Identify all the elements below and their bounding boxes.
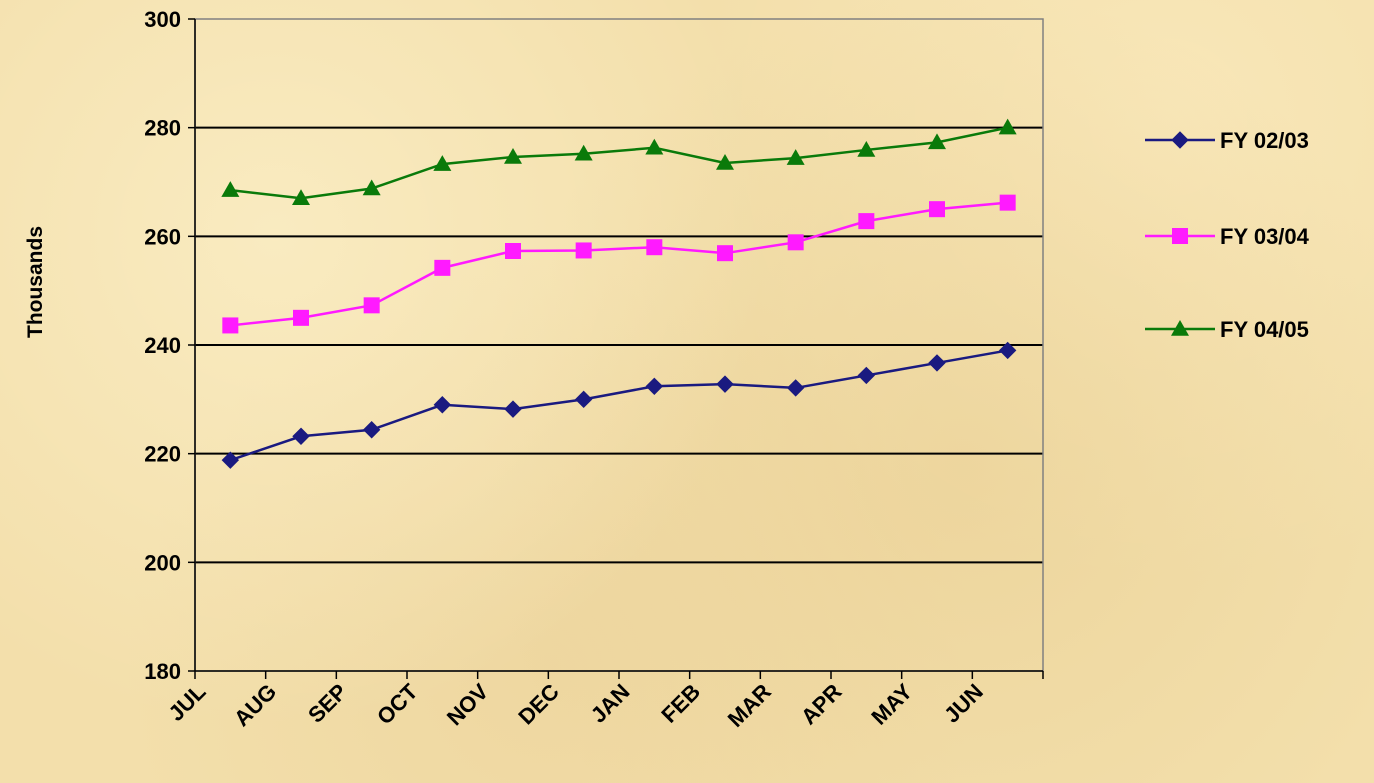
y-tick-label: 280: [144, 116, 181, 141]
y-axis-tick-labels: 180 200 220 240 260 280 300: [144, 7, 181, 684]
data-point: [434, 259, 451, 276]
data-point: [504, 148, 522, 164]
legend-label: FY 04/05: [1220, 317, 1309, 342]
data-point: [362, 421, 381, 439]
data-point: [574, 144, 593, 161]
data-point: [222, 317, 239, 334]
series-2: [222, 194, 1016, 334]
y-tick-label: 180: [144, 659, 181, 684]
x-axis-tick-labels: JUL AUG SEP OCT NOV DEC JAN FEB MAR APR MAY JUN: [163, 678, 987, 731]
y-tick-label: 240: [144, 333, 181, 358]
series-line: [230, 201, 1008, 327]
x-tick-label: JUN: [939, 679, 988, 728]
legend-item: FY 02/03: [1145, 128, 1309, 153]
data-point: [575, 242, 592, 259]
series-3: [221, 118, 1017, 206]
data-point: [292, 427, 310, 445]
x-tick-label: SEP: [303, 679, 352, 728]
data-point: [645, 138, 664, 155]
x-tick-label: DEC: [513, 679, 564, 730]
data-point: [433, 155, 452, 171]
data-point: [928, 133, 946, 150]
data-point: [574, 390, 593, 409]
data-point: [717, 245, 733, 262]
data-point: [504, 400, 522, 418]
x-tick-label: NOV: [442, 679, 494, 731]
x-tick-label: MAR: [723, 679, 776, 732]
x-tick-label: MAY: [866, 679, 917, 730]
data-point: [293, 309, 309, 326]
y-tick-label: 200: [144, 550, 181, 575]
data-point: [786, 149, 805, 165]
legend-label: FY 03/04: [1220, 224, 1310, 249]
data-point: [362, 179, 381, 196]
data-point: [292, 189, 310, 206]
data-point: [645, 377, 664, 396]
legend-marker: [1172, 228, 1188, 244]
data-point: [716, 375, 734, 393]
legend-label: FY 02/03: [1220, 128, 1309, 153]
gridlines: [195, 126, 1043, 564]
series-layer: [221, 118, 1017, 469]
x-tick-label: APR: [796, 679, 847, 730]
data-point: [928, 354, 946, 372]
legend-item: FY 04/05: [1145, 317, 1309, 342]
series-line: [229, 349, 1008, 462]
y-tick-label: 220: [144, 442, 181, 467]
legend: FY 02/03 FY 03/04 FY 04/05: [1145, 128, 1310, 342]
data-point: [998, 341, 1017, 360]
x-tick-label: JAN: [586, 679, 635, 728]
data-point: [998, 118, 1017, 135]
x-tick-label: OCT: [372, 678, 423, 729]
y-tick-label: 260: [144, 224, 181, 249]
x-tick-label: JUL: [163, 679, 210, 726]
data-point: [787, 234, 804, 251]
series-1: [221, 341, 1017, 469]
data-point: [505, 243, 521, 260]
data-point: [857, 366, 876, 385]
data-point: [716, 153, 734, 170]
data-point: [858, 213, 875, 230]
axes: [188, 18, 1044, 679]
data-point: [929, 201, 945, 218]
data-point: [363, 297, 380, 314]
data-point: [999, 194, 1016, 211]
legend-item: FY 03/04: [1145, 224, 1310, 249]
x-tick-label: AUG: [229, 679, 281, 731]
series-line: [230, 126, 1008, 200]
y-axis-title: Thousands: [24, 226, 47, 338]
data-point: [433, 396, 452, 414]
y-tick-label: 300: [144, 7, 181, 32]
data-point: [221, 181, 240, 197]
legend-marker: [1171, 131, 1189, 149]
data-point: [221, 451, 240, 469]
x-tick-label: FEB: [656, 679, 705, 728]
data-point: [857, 140, 876, 157]
data-point: [786, 379, 805, 397]
data-point: [646, 239, 663, 256]
legend-marker: [1171, 320, 1189, 336]
